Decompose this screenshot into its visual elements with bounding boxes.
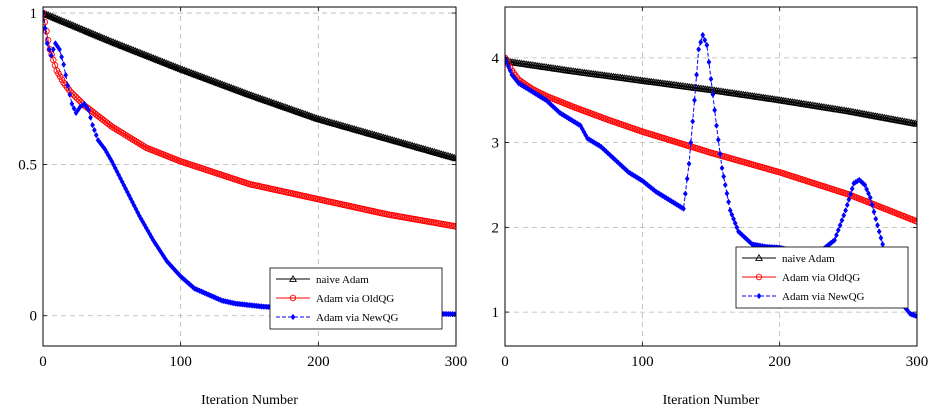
data-point	[88, 115, 92, 121]
data-point	[692, 97, 696, 103]
data-point	[697, 47, 701, 53]
x-tick-label: 300	[445, 354, 468, 370]
legend-label: Adam via OldQG	[782, 272, 860, 284]
data-point	[722, 174, 726, 180]
x-axis-label: Iteration Number	[201, 393, 298, 408]
data-point	[836, 227, 840, 233]
data-point	[874, 216, 878, 222]
data-point	[70, 101, 74, 107]
data-point	[687, 161, 691, 167]
data-point	[707, 59, 711, 65]
data-point	[64, 72, 68, 78]
series-line	[43, 13, 456, 158]
x-tick-label: 0	[501, 354, 509, 370]
legend: naive Adam Adam via OldQG Adam via NewQG	[270, 268, 442, 329]
y-tick-label: 1	[30, 6, 38, 22]
data-point	[703, 37, 707, 43]
data-point	[872, 209, 876, 215]
legend-label: naive Adam	[316, 274, 369, 286]
data-point	[842, 213, 846, 219]
y-tick-label: 2	[492, 220, 500, 236]
data-point	[881, 242, 885, 248]
chart-panel-2: 0 100 200 300 1 2 3 4 Iteration Number naive Adam…	[492, 7, 929, 408]
series-line	[43, 13, 456, 226]
legend-label: Adam via OldQG	[316, 293, 394, 305]
data-point	[701, 32, 705, 38]
data-point	[694, 72, 698, 78]
x-tick-label: 200	[307, 354, 330, 370]
data-point	[709, 76, 713, 82]
data-point	[683, 191, 687, 197]
data-point	[72, 106, 76, 112]
data-point	[723, 182, 727, 188]
legend-label: naive Adam	[782, 253, 835, 265]
y-tick-label: 1	[492, 305, 500, 321]
x-tick-label: 100	[631, 354, 654, 370]
data-point	[699, 39, 703, 45]
data-point	[92, 127, 96, 133]
data-point	[840, 217, 844, 223]
data-point	[726, 199, 730, 205]
data-point	[94, 132, 98, 138]
data-point	[713, 107, 717, 113]
data-point	[705, 42, 709, 48]
series-naive-adam	[40, 10, 459, 161]
data-point	[720, 165, 724, 171]
data-point	[685, 176, 689, 182]
data-point	[834, 232, 838, 238]
x-tick-label: 100	[169, 354, 192, 370]
data-point	[879, 235, 883, 241]
series-adam-via-oldqg	[40, 10, 459, 229]
data-point	[716, 137, 720, 143]
data-point	[725, 191, 729, 197]
data-point	[90, 122, 94, 128]
legend-label: Adam via NewQG	[316, 312, 399, 324]
data-point	[877, 229, 881, 235]
y-tick-label: 0.5	[18, 157, 37, 173]
chart-panel-1: 0 100 200 300 0 0.5 1 Iteration Number naive Ada…	[18, 6, 467, 408]
data-point	[714, 123, 718, 129]
x-tick-label: 0	[39, 354, 47, 370]
x-tick-label: 300	[906, 354, 929, 370]
data-point	[59, 54, 63, 60]
y-tick-label: 4	[492, 51, 500, 67]
data-point	[62, 62, 66, 68]
x-tick-label: 200	[768, 354, 791, 370]
data-point	[850, 186, 854, 192]
data-point	[845, 202, 849, 208]
y-tick-label: 0	[30, 309, 38, 325]
data-point	[691, 119, 695, 125]
data-point	[843, 208, 847, 214]
legend-label: Adam via NewQG	[782, 291, 865, 303]
y-tick-label: 3	[492, 136, 500, 152]
x-axis-label: Iteration Number	[663, 393, 760, 408]
legend: naive Adam Adam via OldQG Adam via NewQG	[736, 247, 908, 308]
